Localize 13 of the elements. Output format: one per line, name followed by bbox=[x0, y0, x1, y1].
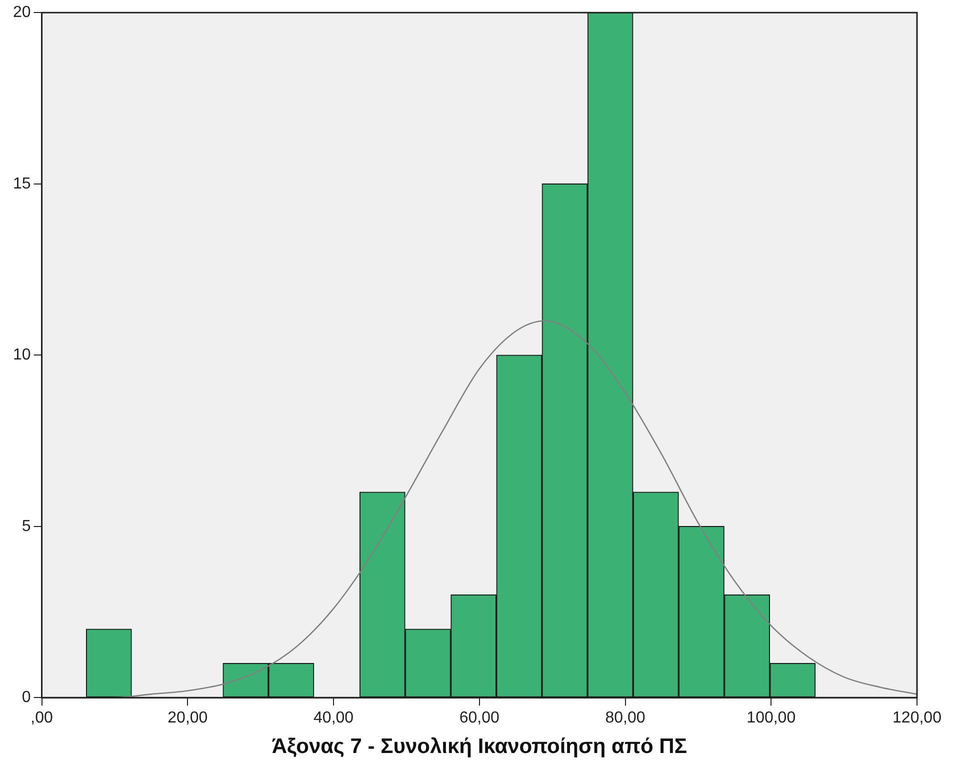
x-tick-label: 80,00 bbox=[605, 710, 646, 727]
x-tick-label: 20,00 bbox=[168, 710, 208, 727]
y-tick-label: 0 bbox=[22, 689, 31, 706]
y-tick-label: 20 bbox=[13, 4, 31, 22]
x-tick-label: 60,00 bbox=[459, 710, 500, 727]
x-tick-label: 40,00 bbox=[314, 710, 354, 727]
y-tick-label: 15 bbox=[13, 175, 31, 192]
y-tick-label: 10 bbox=[13, 346, 31, 364]
x-tick-label: 120,00 bbox=[892, 710, 942, 727]
x-tick-label: ,00 bbox=[30, 710, 54, 727]
x-axis-title: Άξονας 7 - Συνολική Ικανοποίηση από ΠΣ bbox=[272, 735, 687, 758]
x-tick-label: 100,00 bbox=[746, 710, 796, 727]
y-tick-label: 5 bbox=[22, 518, 31, 535]
